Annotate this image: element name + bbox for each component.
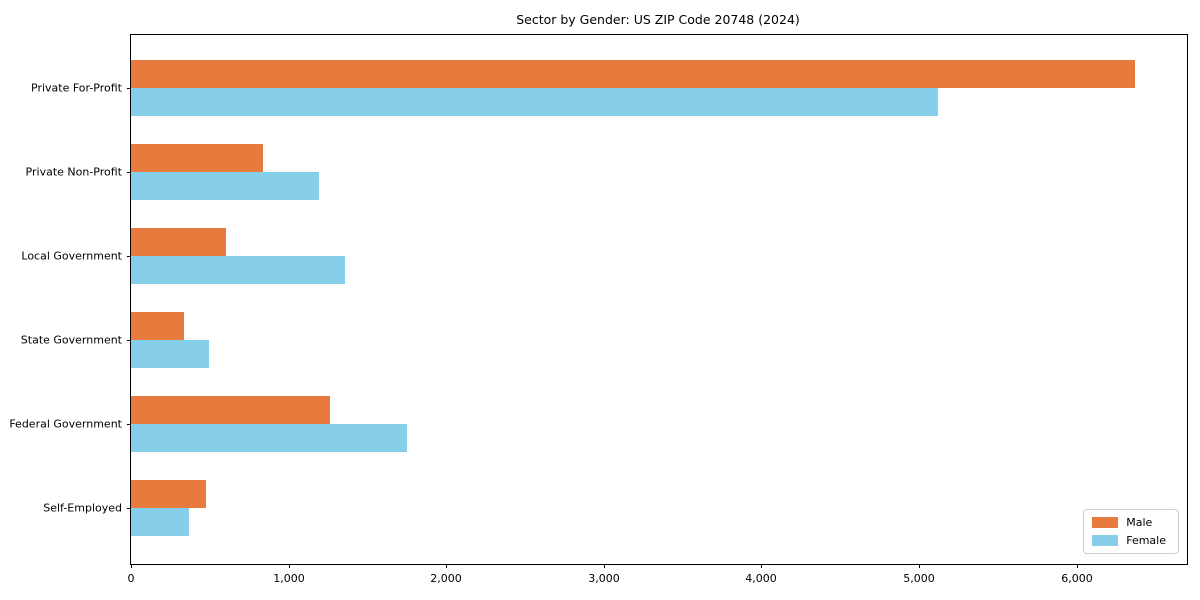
x-tick-mark — [1077, 564, 1078, 568]
y-tick-mark — [127, 256, 131, 257]
legend-entry-female: Female — [1092, 534, 1166, 547]
y-tick-mark — [127, 340, 131, 341]
y-tick-label-federal-government: Federal Government — [9, 417, 122, 431]
legend-swatch-female-icon — [1092, 535, 1119, 546]
x-tick-mark — [604, 564, 605, 568]
x-tick-label-0: 0 — [127, 572, 135, 585]
x-tick-mark — [446, 564, 447, 568]
legend-label-male: Male — [1126, 516, 1153, 529]
x-tick-label-6000: 6,000 — [1061, 572, 1093, 585]
x-tick-mark — [761, 564, 762, 568]
y-tick-mark — [127, 508, 131, 509]
bar-male-private-non-profit — [131, 144, 263, 172]
x-tick-label-5000: 5,000 — [903, 572, 935, 585]
y-tick-mark — [127, 88, 131, 89]
x-tick-label-4000: 4,000 — [745, 572, 777, 585]
chart-title: Sector by Gender: US ZIP Code 20748 (202… — [516, 12, 800, 27]
x-tick-mark — [131, 564, 132, 568]
bar-female-state-government — [131, 340, 209, 368]
bar-male-private-for-profit — [131, 60, 1135, 88]
plot-area: Male Female Private For-Profit Private No… — [9, 34, 1188, 585]
bar-female-private-for-profit — [131, 88, 938, 116]
x-tick-label-3000: 3,000 — [588, 572, 620, 585]
bar-female-private-non-profit — [131, 172, 319, 200]
y-tick-label-local-government: Local Government — [21, 249, 122, 263]
y-tick-label-private-non-profit: Private Non-Profit — [25, 165, 122, 179]
y-tick-label-private-for-profit: Private For-Profit — [31, 81, 122, 95]
bar-male-state-government — [131, 312, 184, 340]
bar-male-federal-government — [131, 396, 330, 424]
bar-male-local-government — [131, 228, 226, 256]
bar-female-local-government — [131, 256, 345, 284]
y-tick-mark — [127, 424, 131, 425]
x-tick-label-2000: 2,000 — [430, 572, 462, 585]
y-tick-mark — [127, 172, 131, 173]
x-tick-mark — [919, 564, 920, 568]
bar-male-self-employed — [131, 480, 206, 508]
x-tick-label-1000: 1,000 — [273, 572, 305, 585]
bar-female-self-employed — [131, 508, 189, 536]
legend-swatch-male-icon — [1092, 517, 1119, 528]
bar-female-federal-government — [131, 424, 407, 452]
y-tick-label-self-employed: Self-Employed — [43, 501, 122, 515]
legend-label-female: Female — [1126, 534, 1166, 547]
legend-entry-male: Male — [1092, 516, 1166, 529]
legend: Male Female — [1083, 509, 1179, 554]
x-tick-mark — [289, 564, 290, 568]
y-tick-label-state-government: State Government — [20, 333, 122, 347]
